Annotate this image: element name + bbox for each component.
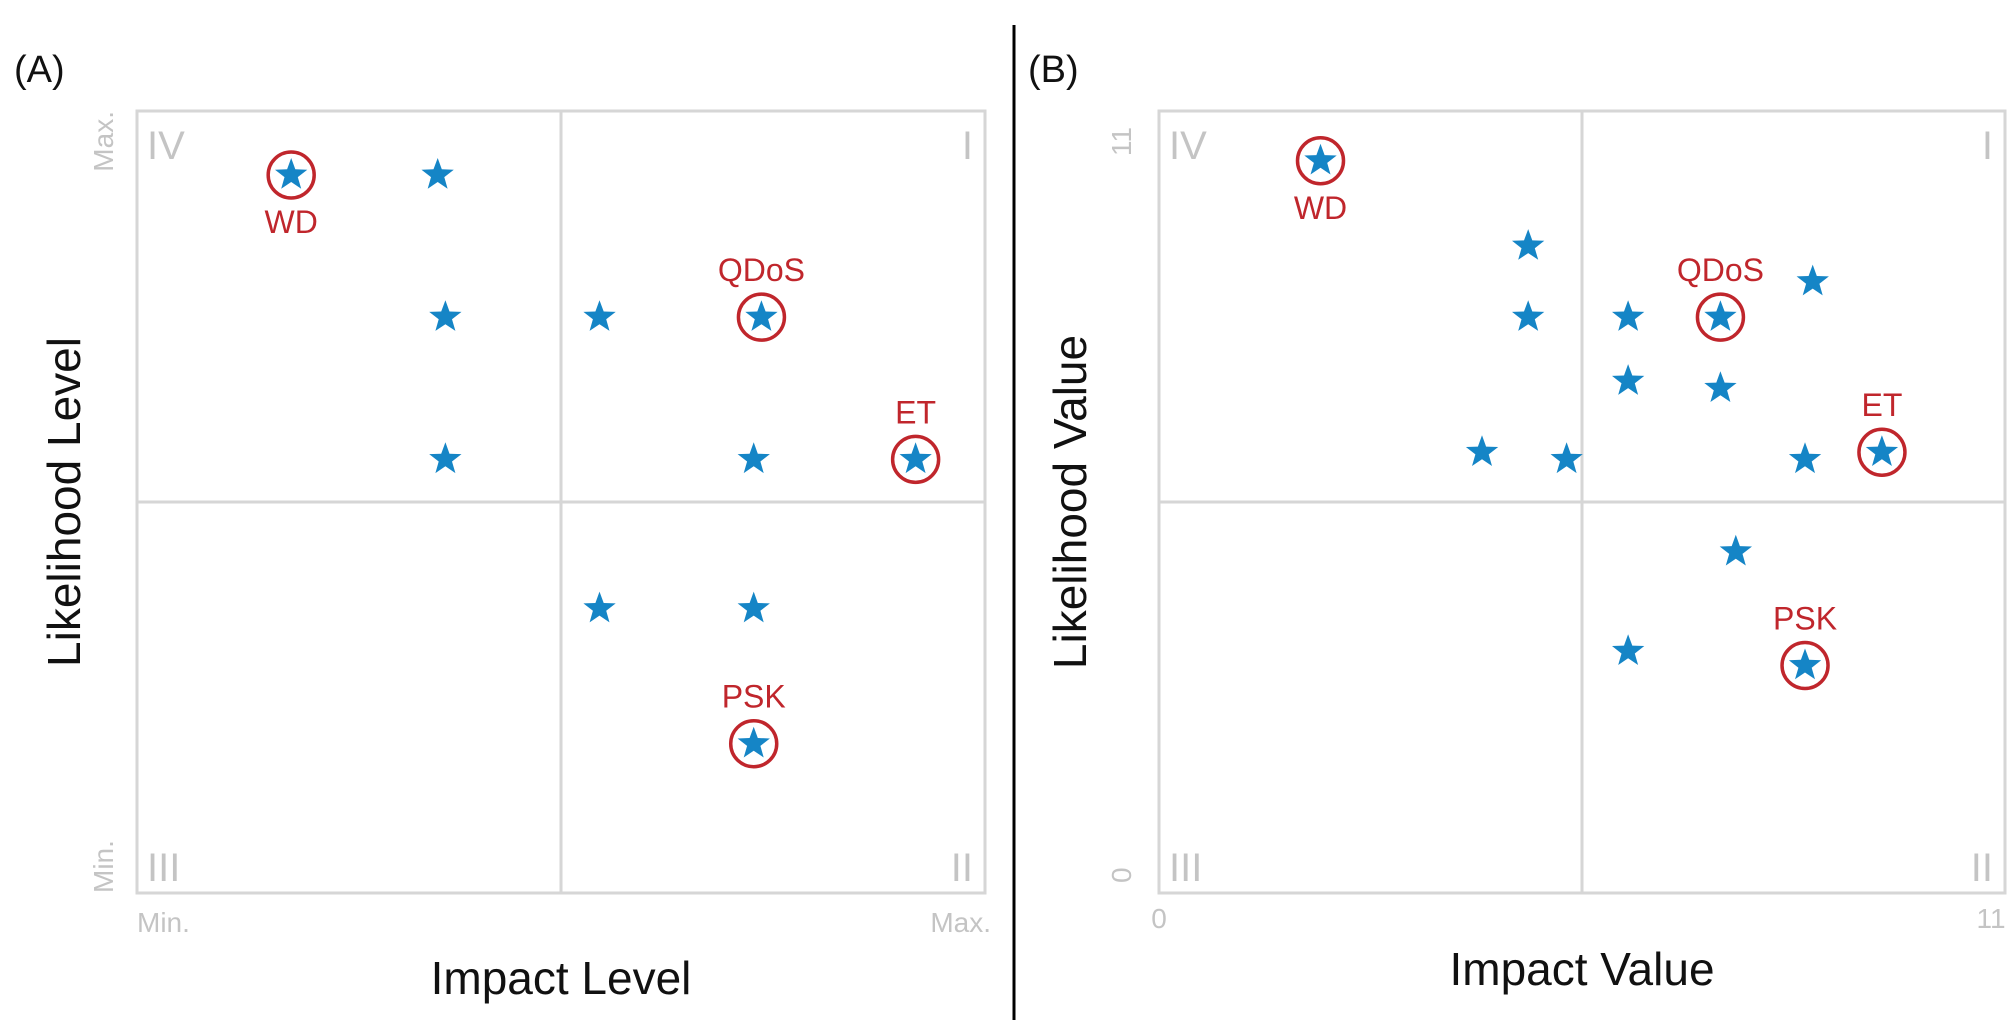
panel-b-quadrant-label-4: IV	[1169, 124, 1207, 168]
panel-a-highlight-ring-et	[890, 434, 941, 485]
panel-a-highlight-label-wd: WD	[265, 204, 318, 240]
panel-b-y-tick-min: 0	[1106, 867, 1137, 883]
panel-b-highlight-label-et: ET	[1862, 387, 1903, 423]
panel-a-highlight-ring-psk	[728, 718, 779, 769]
panel-a-x-axis-title: Impact Level	[431, 952, 692, 1004]
panel-b-quadrant-label-3: III	[1169, 846, 1202, 890]
panel-a-label: (A)	[14, 49, 65, 91]
panel-b-highlight-ring-wd	[1295, 136, 1346, 186]
panel-b-star-point-10	[1550, 442, 1583, 474]
panel-b-star-point-5	[1704, 300, 1737, 331]
panel-b-star-point-7	[1612, 364, 1645, 395]
panel-b-star-point-3	[1512, 300, 1545, 331]
panel-a-y-tick-max: Max.	[88, 111, 119, 172]
panel-a-star-point-8	[899, 442, 932, 474]
panel-a-quadrant-label-3: III	[147, 846, 180, 890]
panel-b-x-axis-title: Impact Value	[1449, 943, 1714, 995]
panel-a-x-tick-max: Max.	[930, 907, 991, 938]
panel-b-highlight-label-psk: PSK	[1773, 601, 1837, 637]
panel-b-highlight-label-qdos: QDoS	[1677, 252, 1764, 288]
panel-a-star-point-6	[429, 442, 462, 474]
panel-b-highlight-ring-qdos	[1695, 292, 1746, 342]
panel-a-star-point-2	[421, 158, 454, 189]
panel-b-highlight-ring-et	[1857, 427, 1907, 477]
panel-a-x-tick-min: Min.	[137, 907, 190, 938]
panel-a-star-point-1	[275, 158, 308, 189]
panel-b-star-point-2	[1512, 229, 1545, 260]
panel-a-highlight-label-et: ET	[895, 394, 936, 430]
panel-a-highlight-ring-wd	[266, 150, 316, 200]
panel-a-quadrant-label-4: IV	[147, 124, 185, 168]
panel-b-star-point-12	[1865, 435, 1899, 466]
panel-a-y-axis-title: Likelihood Level	[38, 337, 90, 667]
panel-b-star-point-14	[1612, 634, 1645, 665]
panel-b-star-point-6	[1796, 264, 1829, 296]
panel-a-star-point-9	[583, 591, 616, 623]
panel-b-highlight-ring-psk	[1780, 640, 1830, 691]
panel-b-quadrant-label-2: II	[1971, 846, 1993, 890]
panel-a-y-tick-min: Min.	[88, 840, 119, 893]
panel-a-highlight-label-qdos: QDoS	[718, 252, 805, 288]
panel-b-star-point-15	[1788, 648, 1822, 680]
panel-b-label: (B)	[1028, 49, 1079, 91]
panel-a-star-point-3	[429, 300, 462, 331]
panel-a-star-point-11	[737, 726, 770, 758]
panel-b-x-tick-min: 0	[1151, 903, 1167, 934]
panel-b-x-tick-max: 11	[1976, 903, 2005, 934]
panel-a-star-point-10	[737, 591, 770, 623]
panel-a-highlight-label-psk: PSK	[722, 679, 786, 715]
panel-a-quadrant-label-1: I	[962, 124, 973, 168]
panel-a-quadrant-label-2: II	[951, 846, 973, 890]
panel-b-star-point-11	[1788, 442, 1822, 474]
panel-b-star-point-9	[1465, 435, 1499, 466]
panel-b-star-point-1	[1304, 143, 1337, 175]
panel-a-star-point-7	[737, 442, 770, 474]
panel-b-highlight-label-wd: WD	[1294, 190, 1347, 226]
panel-b-y-axis-title: Likelihood Value	[1044, 335, 1096, 669]
panel-a-star-point-4	[583, 300, 616, 331]
panel-b-star-point-13	[1719, 534, 1752, 566]
panel-a-star-point-5	[745, 300, 778, 331]
panel-b-y-tick-max: 11	[1106, 127, 1137, 156]
panel-b-quadrant-label-1: I	[1982, 124, 1993, 168]
panel-a-highlight-ring-qdos	[736, 292, 787, 342]
panel-b-star-point-8	[1704, 371, 1737, 402]
panel-b-star-point-4	[1612, 300, 1645, 331]
